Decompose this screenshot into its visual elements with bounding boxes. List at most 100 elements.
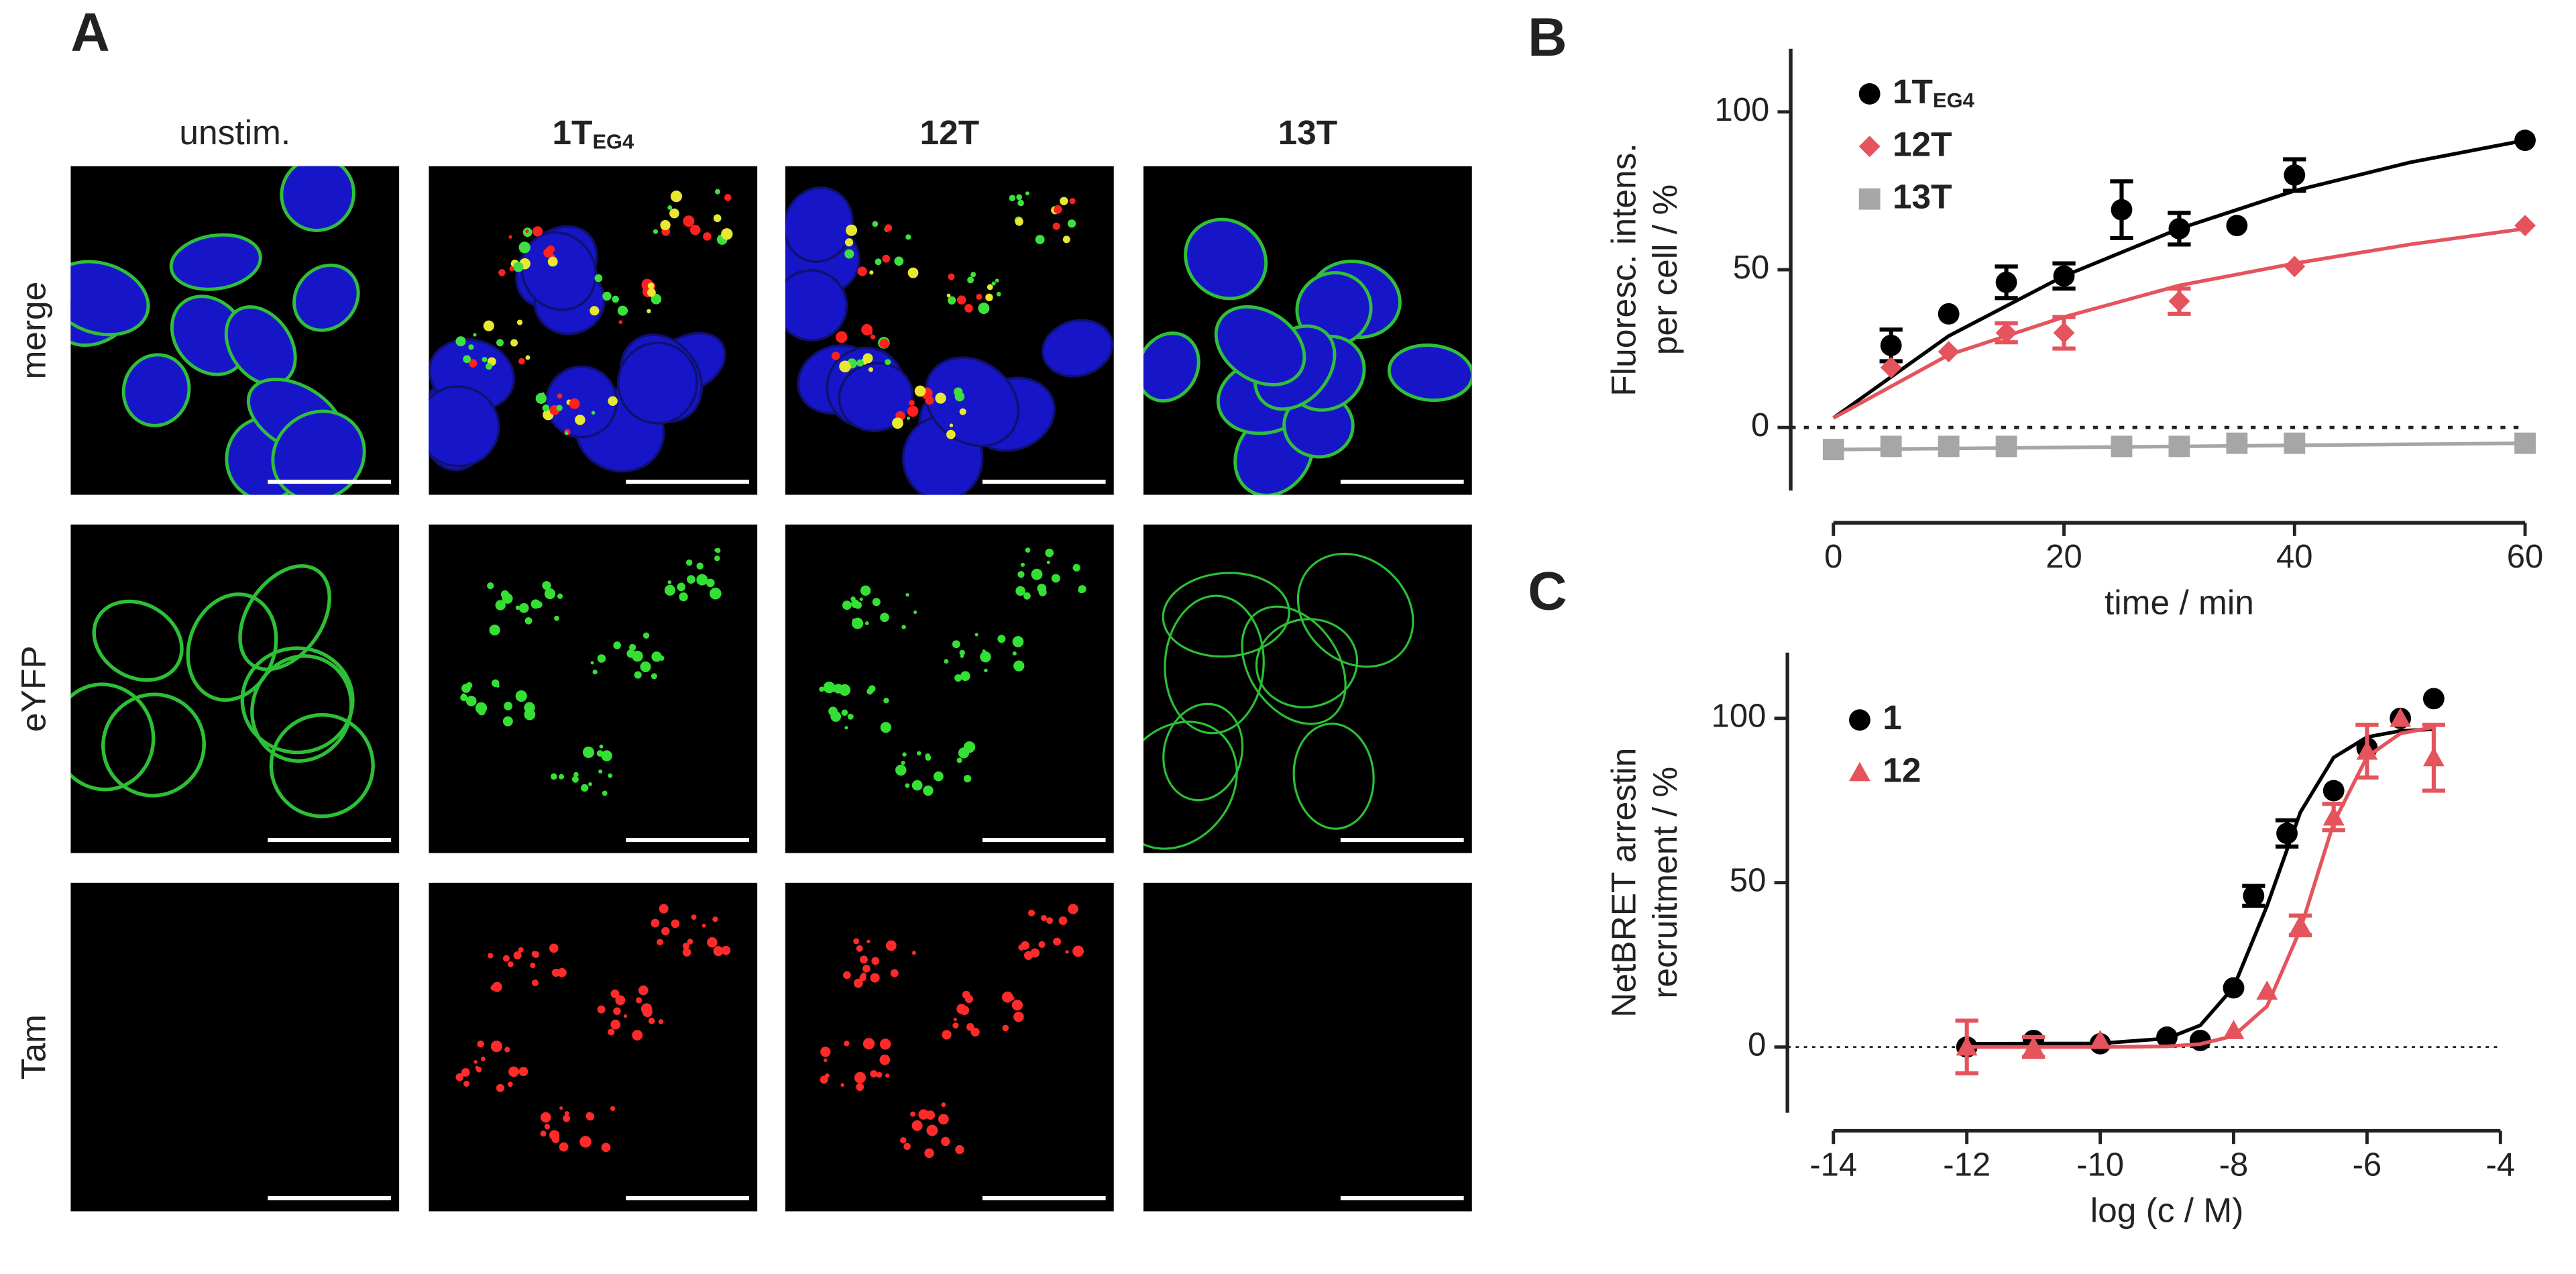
vesicle <box>579 1136 592 1148</box>
vesicle <box>876 1071 883 1078</box>
marker <box>1995 435 2017 458</box>
micrograph <box>70 882 400 1212</box>
vesicle <box>502 955 510 962</box>
vesicle <box>651 918 660 928</box>
vesicle <box>496 339 504 347</box>
vesicle <box>844 238 854 247</box>
vesicle <box>544 588 556 600</box>
vesicle <box>518 1067 528 1077</box>
vesicle <box>841 709 848 716</box>
vesicle <box>642 1007 653 1018</box>
column-header: unstim. <box>179 113 290 152</box>
vesicle <box>1017 571 1025 578</box>
vesicle <box>907 267 919 278</box>
vesicle <box>475 1067 482 1073</box>
vesicle <box>1031 568 1043 580</box>
vesicle <box>846 224 858 236</box>
vesicle <box>610 1019 621 1030</box>
vesicle <box>542 581 551 590</box>
vesicle <box>1046 560 1050 564</box>
vesicle <box>557 967 567 977</box>
vesicle <box>608 1028 615 1036</box>
vesicle <box>840 1083 844 1087</box>
vesicle <box>829 684 837 692</box>
vesicle <box>647 282 655 289</box>
fit-line <box>1832 227 2526 420</box>
legend-label-main: 1 <box>1883 698 1902 737</box>
marker <box>2322 780 2345 802</box>
vesicle <box>508 235 512 239</box>
vesicle <box>885 359 891 366</box>
marker <box>1880 356 1902 378</box>
vesicle <box>870 1070 878 1077</box>
vesicle <box>970 272 976 278</box>
y-tick-label: 100 <box>1715 92 1770 128</box>
micrograph-content <box>785 882 1114 1212</box>
vesicle <box>852 617 864 629</box>
vesicle <box>524 617 533 625</box>
vesicle <box>944 659 949 664</box>
vesicle <box>880 722 891 733</box>
nucleus <box>292 263 360 332</box>
marker <box>2276 822 2298 845</box>
marker <box>1995 271 2017 293</box>
vesicle <box>895 764 907 776</box>
vesicle <box>713 946 724 957</box>
image-background <box>785 882 1114 1212</box>
vesicle <box>653 229 659 234</box>
vesicle <box>830 711 842 722</box>
vesicle <box>702 923 706 928</box>
vesicle <box>685 559 693 566</box>
y-tick-label: 100 <box>1712 698 1767 735</box>
vesicle <box>461 693 466 698</box>
vesicle <box>660 219 671 231</box>
membrane <box>1296 552 1414 668</box>
vesicle <box>905 234 911 240</box>
vesicle <box>954 391 965 402</box>
marker <box>2322 806 2345 826</box>
vesicle <box>585 1112 595 1121</box>
vesicle <box>610 1106 616 1112</box>
vesicle <box>634 671 642 679</box>
vesicle <box>1053 205 1062 214</box>
legend-label-main: 1T <box>1893 71 1933 110</box>
y-axis-title: Fluoresc. intens. <box>1604 143 1643 396</box>
vesicle <box>956 757 962 763</box>
micrograph-content <box>785 166 1114 495</box>
x-tick-label: -8 <box>2219 1147 2249 1183</box>
vesicle <box>926 1110 936 1120</box>
column-header-main: unstim. <box>179 113 290 152</box>
vesicle <box>1023 951 1033 960</box>
vesicle <box>957 295 966 305</box>
vesicle <box>959 649 965 656</box>
vesicle <box>1012 651 1017 656</box>
vesicle <box>559 1106 563 1110</box>
vesicle <box>504 701 513 710</box>
x-tick-label: 40 <box>2276 539 2313 575</box>
vesicle <box>955 1145 964 1155</box>
marker <box>2223 977 2245 999</box>
vesicle <box>640 661 651 672</box>
vesicle <box>573 772 579 778</box>
vesicle <box>842 971 851 979</box>
vesicle <box>985 293 993 302</box>
vesicle <box>853 978 863 988</box>
marker <box>2256 980 2278 1000</box>
vesicle <box>618 320 623 324</box>
vesicle <box>996 291 1001 297</box>
vesicle <box>1001 991 1013 1003</box>
vesicle <box>468 359 478 368</box>
membrane <box>186 592 278 702</box>
vesicle <box>547 245 555 254</box>
vesicle <box>862 1038 875 1050</box>
vesicle <box>712 916 718 922</box>
micrograph <box>1143 166 1472 495</box>
vesicle <box>569 398 580 409</box>
vesicle <box>1078 585 1086 594</box>
vesicle <box>870 973 880 983</box>
legend-label: 12T <box>1893 124 1952 163</box>
x-tick-label: -10 <box>2076 1147 2124 1183</box>
vesicle <box>679 592 688 602</box>
vesicle <box>885 1073 890 1078</box>
